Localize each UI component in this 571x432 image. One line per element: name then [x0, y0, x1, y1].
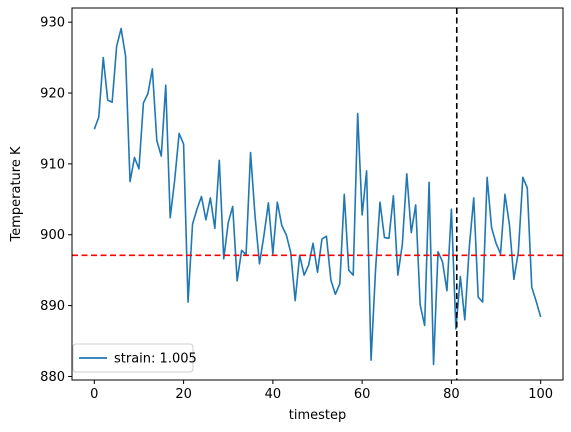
legend-box	[72, 343, 194, 373]
legend: strain: 1.005	[72, 343, 197, 373]
series-line-0	[93, 27, 542, 366]
y-tick-label: 890	[40, 299, 65, 314]
x-tick-label: 60	[354, 387, 371, 402]
x-axis-label: timestep	[289, 408, 347, 423]
plot-layer	[72, 8, 563, 380]
y-tick-label: 900	[40, 228, 65, 243]
x-tick-label: 80	[443, 387, 460, 402]
y-tick-label: 920	[40, 87, 65, 102]
y-tick-label: 880	[40, 370, 65, 385]
x-tick-label: 40	[265, 387, 282, 402]
y-axis-label: Temperature K	[9, 146, 24, 242]
x-tick-label: 100	[528, 387, 553, 402]
y-tick-label: 910	[40, 157, 65, 172]
x-tick-label: 20	[175, 387, 192, 402]
plot-frame	[71, 7, 564, 381]
axis-layer: 0 20 40 60 80 100 880 890 900 910 920 930	[40, 7, 564, 402]
x-tick-label: 0	[90, 387, 98, 402]
y-tick-label: 930	[40, 16, 65, 31]
legend-label: strain: 1.005	[114, 352, 197, 367]
